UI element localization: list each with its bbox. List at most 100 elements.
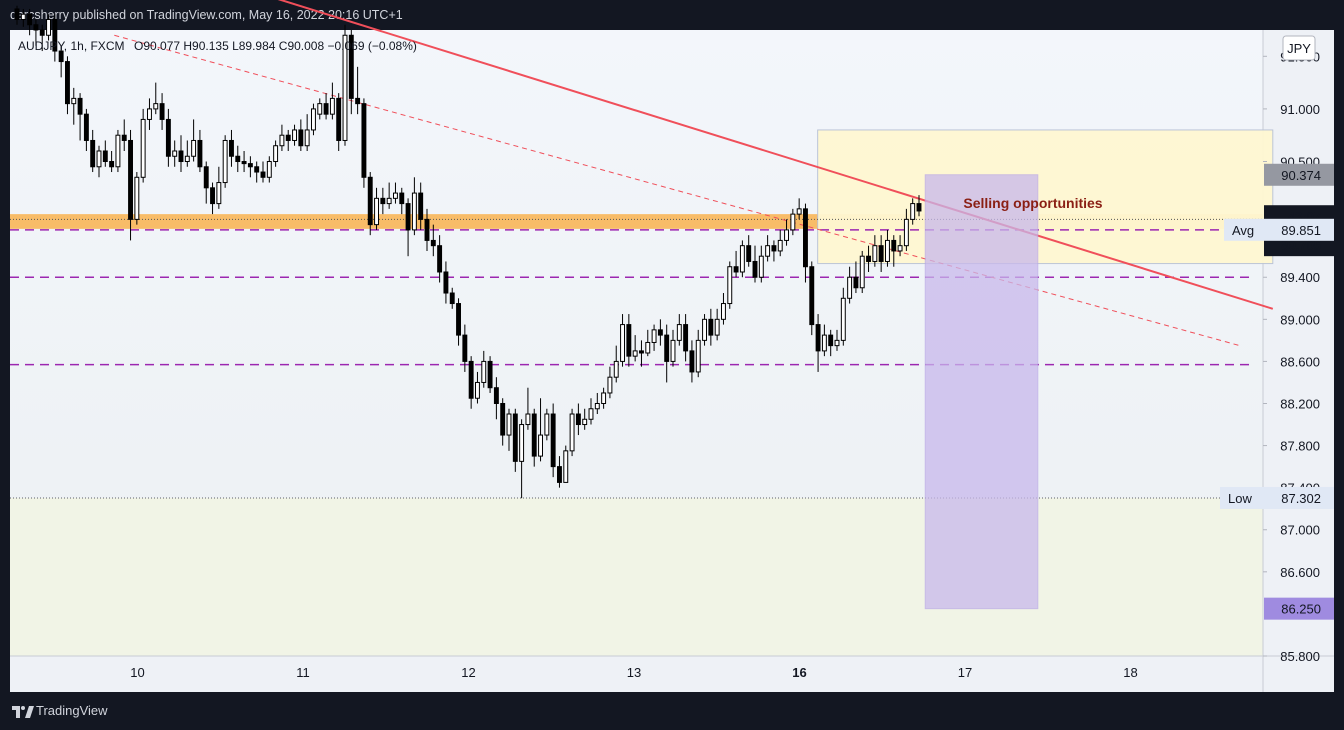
candle[interactable] <box>279 124 285 151</box>
candle[interactable] <box>891 235 897 267</box>
candle[interactable] <box>538 398 543 462</box>
candle[interactable] <box>575 403 581 436</box>
candle[interactable] <box>550 403 556 478</box>
candle[interactable] <box>809 261 815 336</box>
candle[interactable] <box>134 172 140 225</box>
price-chart[interactable]: 91.50091.00090.50089.40089.00088.60088.2… <box>0 0 1344 692</box>
candle[interactable] <box>342 24 348 146</box>
candle[interactable] <box>758 245 764 283</box>
candle[interactable] <box>229 129 234 167</box>
candle[interactable] <box>739 240 745 278</box>
candle[interactable] <box>216 166 222 209</box>
candle[interactable] <box>752 245 758 283</box>
candle[interactable] <box>58 45 64 78</box>
candle[interactable] <box>525 387 531 430</box>
candle[interactable] <box>853 261 859 294</box>
target-projection-box[interactable] <box>924 174 1039 610</box>
price-axis[interactable] <box>1263 30 1344 656</box>
candle[interactable] <box>777 229 783 257</box>
candle[interactable] <box>210 182 215 215</box>
candle[interactable] <box>191 119 197 162</box>
candle[interactable] <box>531 408 537 467</box>
candle[interactable] <box>298 119 304 151</box>
candle[interactable] <box>462 324 468 372</box>
candle[interactable] <box>733 250 739 278</box>
candle[interactable] <box>519 419 525 499</box>
candle[interactable] <box>367 172 373 236</box>
candle[interactable] <box>33 19 39 46</box>
candle[interactable] <box>153 82 159 115</box>
candle[interactable] <box>859 250 865 294</box>
candle[interactable] <box>821 324 827 357</box>
candle[interactable] <box>645 329 651 357</box>
candle[interactable] <box>903 208 909 251</box>
candle[interactable] <box>247 156 253 178</box>
candle[interactable] <box>803 203 808 283</box>
candle[interactable] <box>115 129 121 173</box>
candle[interactable] <box>657 319 663 346</box>
candle[interactable] <box>613 345 619 383</box>
candle[interactable] <box>304 114 310 151</box>
candle[interactable] <box>77 93 83 141</box>
candle[interactable] <box>128 129 133 241</box>
candle[interactable] <box>708 308 714 346</box>
candle[interactable] <box>569 408 575 457</box>
candle[interactable] <box>475 371 480 404</box>
candle[interactable] <box>815 314 821 372</box>
candle[interactable] <box>443 261 449 304</box>
candle[interactable] <box>557 456 562 488</box>
time-axis[interactable] <box>10 656 1263 692</box>
candle[interactable] <box>626 314 632 367</box>
candle[interactable] <box>897 235 903 257</box>
candle[interactable] <box>355 66 361 115</box>
candle[interactable] <box>866 245 871 272</box>
descending-channel-line[interactable] <box>114 34 1240 347</box>
candle[interactable] <box>405 198 411 257</box>
candle[interactable] <box>14 5 20 25</box>
candle[interactable] <box>311 103 316 136</box>
candle[interactable] <box>121 119 127 151</box>
candle[interactable] <box>689 340 695 383</box>
candle[interactable] <box>828 329 834 357</box>
candle[interactable] <box>771 240 777 262</box>
candle[interactable] <box>784 219 789 246</box>
candle[interactable] <box>916 195 922 217</box>
candle[interactable] <box>285 129 291 151</box>
candle[interactable] <box>506 408 512 451</box>
candle[interactable] <box>639 340 644 367</box>
candle[interactable] <box>449 287 455 309</box>
candle[interactable] <box>424 208 430 251</box>
candle[interactable] <box>702 314 707 346</box>
candle[interactable] <box>790 208 796 236</box>
candle[interactable] <box>336 93 342 151</box>
candle[interactable] <box>683 314 689 362</box>
candle[interactable] <box>620 314 625 367</box>
candle[interactable] <box>840 287 846 346</box>
candle[interactable] <box>386 182 392 209</box>
candle[interactable] <box>411 177 417 236</box>
candle[interactable] <box>544 408 550 441</box>
candle[interactable] <box>222 135 228 188</box>
candle[interactable] <box>172 140 178 167</box>
candle[interactable] <box>323 93 329 120</box>
candle[interactable] <box>670 329 676 367</box>
tradingview-logo-icon[interactable] <box>12 704 34 720</box>
candle[interactable] <box>632 335 638 362</box>
candle[interactable] <box>102 140 108 167</box>
candle[interactable] <box>607 366 613 399</box>
candle[interactable] <box>374 187 379 230</box>
candle[interactable] <box>178 135 184 173</box>
candle[interactable] <box>140 108 146 183</box>
candle[interactable] <box>500 398 506 446</box>
descending-trendline[interactable] <box>56 0 1274 310</box>
candle[interactable] <box>393 182 398 204</box>
candle[interactable] <box>361 98 367 188</box>
candle[interactable] <box>39 24 45 52</box>
candle[interactable] <box>184 140 190 167</box>
candle[interactable] <box>266 156 272 183</box>
candle[interactable] <box>601 387 607 409</box>
candle[interactable] <box>456 298 461 346</box>
candle[interactable] <box>159 93 165 130</box>
candle[interactable] <box>746 235 752 267</box>
candle[interactable] <box>83 108 89 151</box>
